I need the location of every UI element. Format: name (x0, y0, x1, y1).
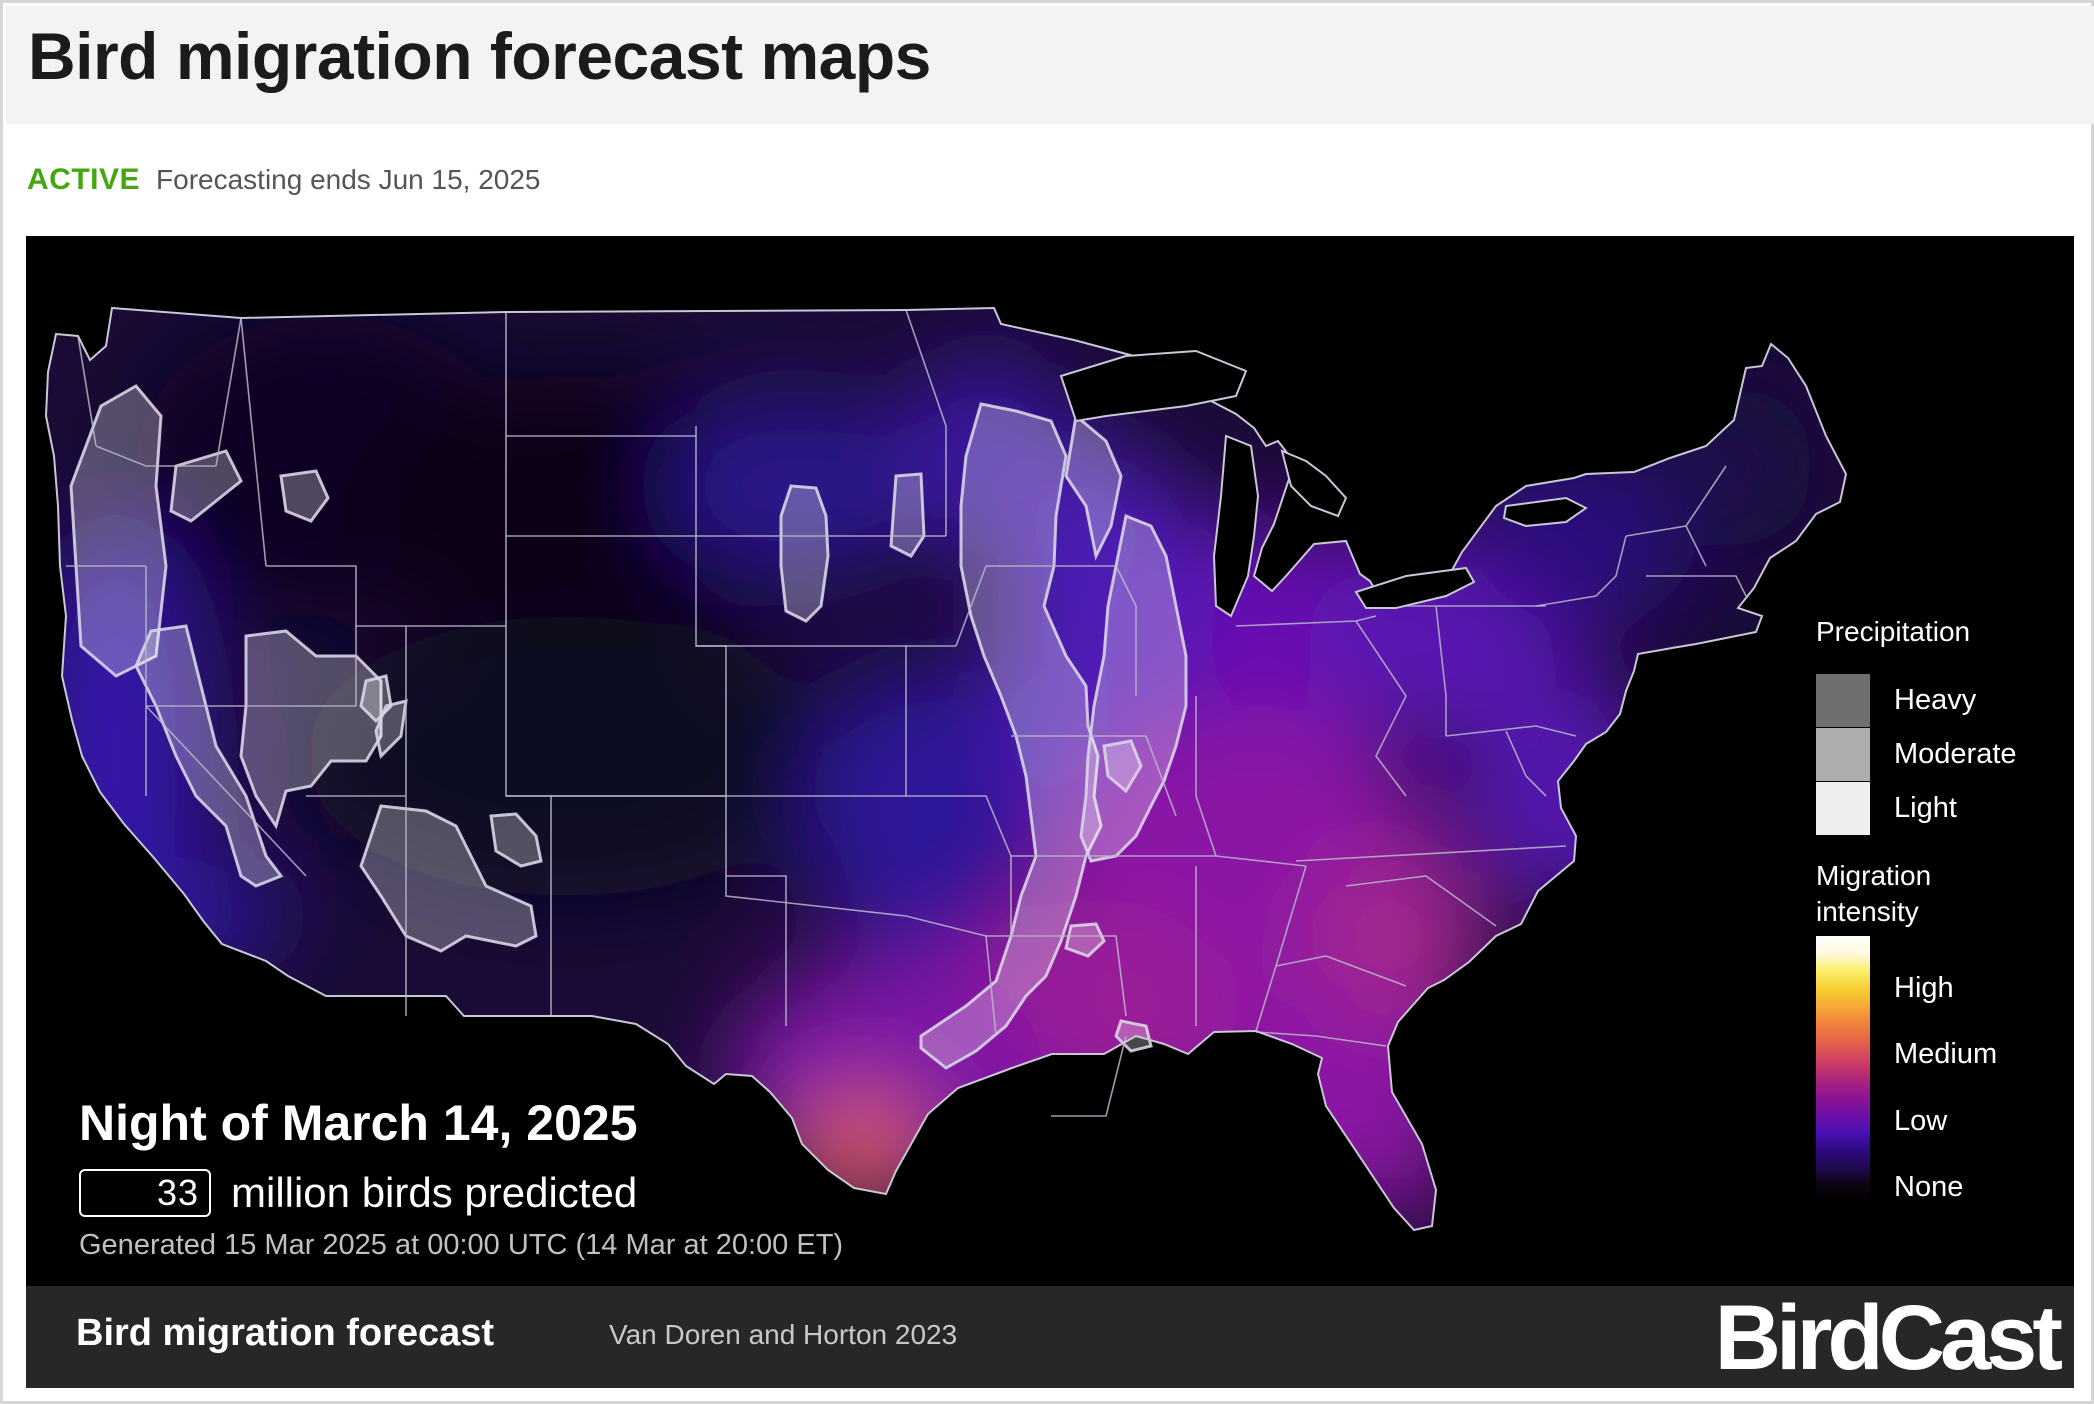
intensity-color-bar (1816, 936, 1870, 1204)
legend-row-light: Light (1816, 782, 1957, 835)
page-header: Bird migration forecast maps (6, 6, 2094, 124)
precip-light-swatch (1816, 782, 1870, 835)
status-badge: ACTIVE (27, 163, 141, 196)
intensity-none-label: None (1894, 1171, 1964, 1203)
footer-title: Bird migration forecast (76, 1312, 495, 1354)
night-title: Night of March 14, 2025 (79, 1095, 638, 1151)
birdcast-logo[interactable]: BirdCast (1714, 1287, 2063, 1388)
precip-moderate-swatch (1816, 728, 1870, 781)
forecast-status: ACTIVE Forecasting ends Jun 15, 2025 (27, 163, 541, 203)
precip-moderate-label: Moderate (1894, 738, 2017, 770)
precip-heavy-swatch (1816, 674, 1870, 727)
precipitation-legend-title: Precipitation (1816, 616, 1971, 647)
intensity-medium-label: Medium (1894, 1038, 1998, 1070)
intensity-legend-title-line2: intensity (1816, 896, 1919, 927)
great-lakes (1059, 349, 1588, 618)
precipitation-layer (69, 384, 1188, 1070)
state-borders (66, 309, 1747, 1117)
intensity-legend-title: Migration intensity (1816, 858, 1931, 930)
precip-light-label: Light (1894, 792, 1957, 824)
footer-citation: Van Doren and Horton 2023 (609, 1319, 958, 1350)
intensity-legend-title-line1: Migration (1816, 860, 1932, 891)
map-footer-bar: Bird migration forecast Van Doren and Ho… (26, 1286, 2074, 1388)
legend-row-moderate: Moderate (1816, 728, 2017, 781)
precip-heavy-label: Heavy (1894, 684, 1977, 716)
birds-predicted-row: 33 million birds predicted (79, 1169, 637, 1217)
page-title: Bird migration forecast maps (28, 19, 931, 93)
status-text: Forecasting ends Jun 15, 2025 (156, 164, 541, 195)
intensity-high-label: High (1894, 972, 1954, 1004)
generated-timestamp: Generated 15 Mar 2025 at 00:00 UTC (14 M… (79, 1229, 844, 1261)
intensity-low-label: Low (1894, 1105, 1948, 1137)
legend-row-heavy: Heavy (1816, 674, 1976, 727)
birds-count-box: 33 (79, 1169, 211, 1217)
us-migration-map (45, 307, 1847, 1231)
birds-count-label: million birds predicted (231, 1169, 638, 1216)
migration-map-panel[interactable]: Precipitation Heavy Moderate Light Migra… (26, 236, 2074, 1388)
